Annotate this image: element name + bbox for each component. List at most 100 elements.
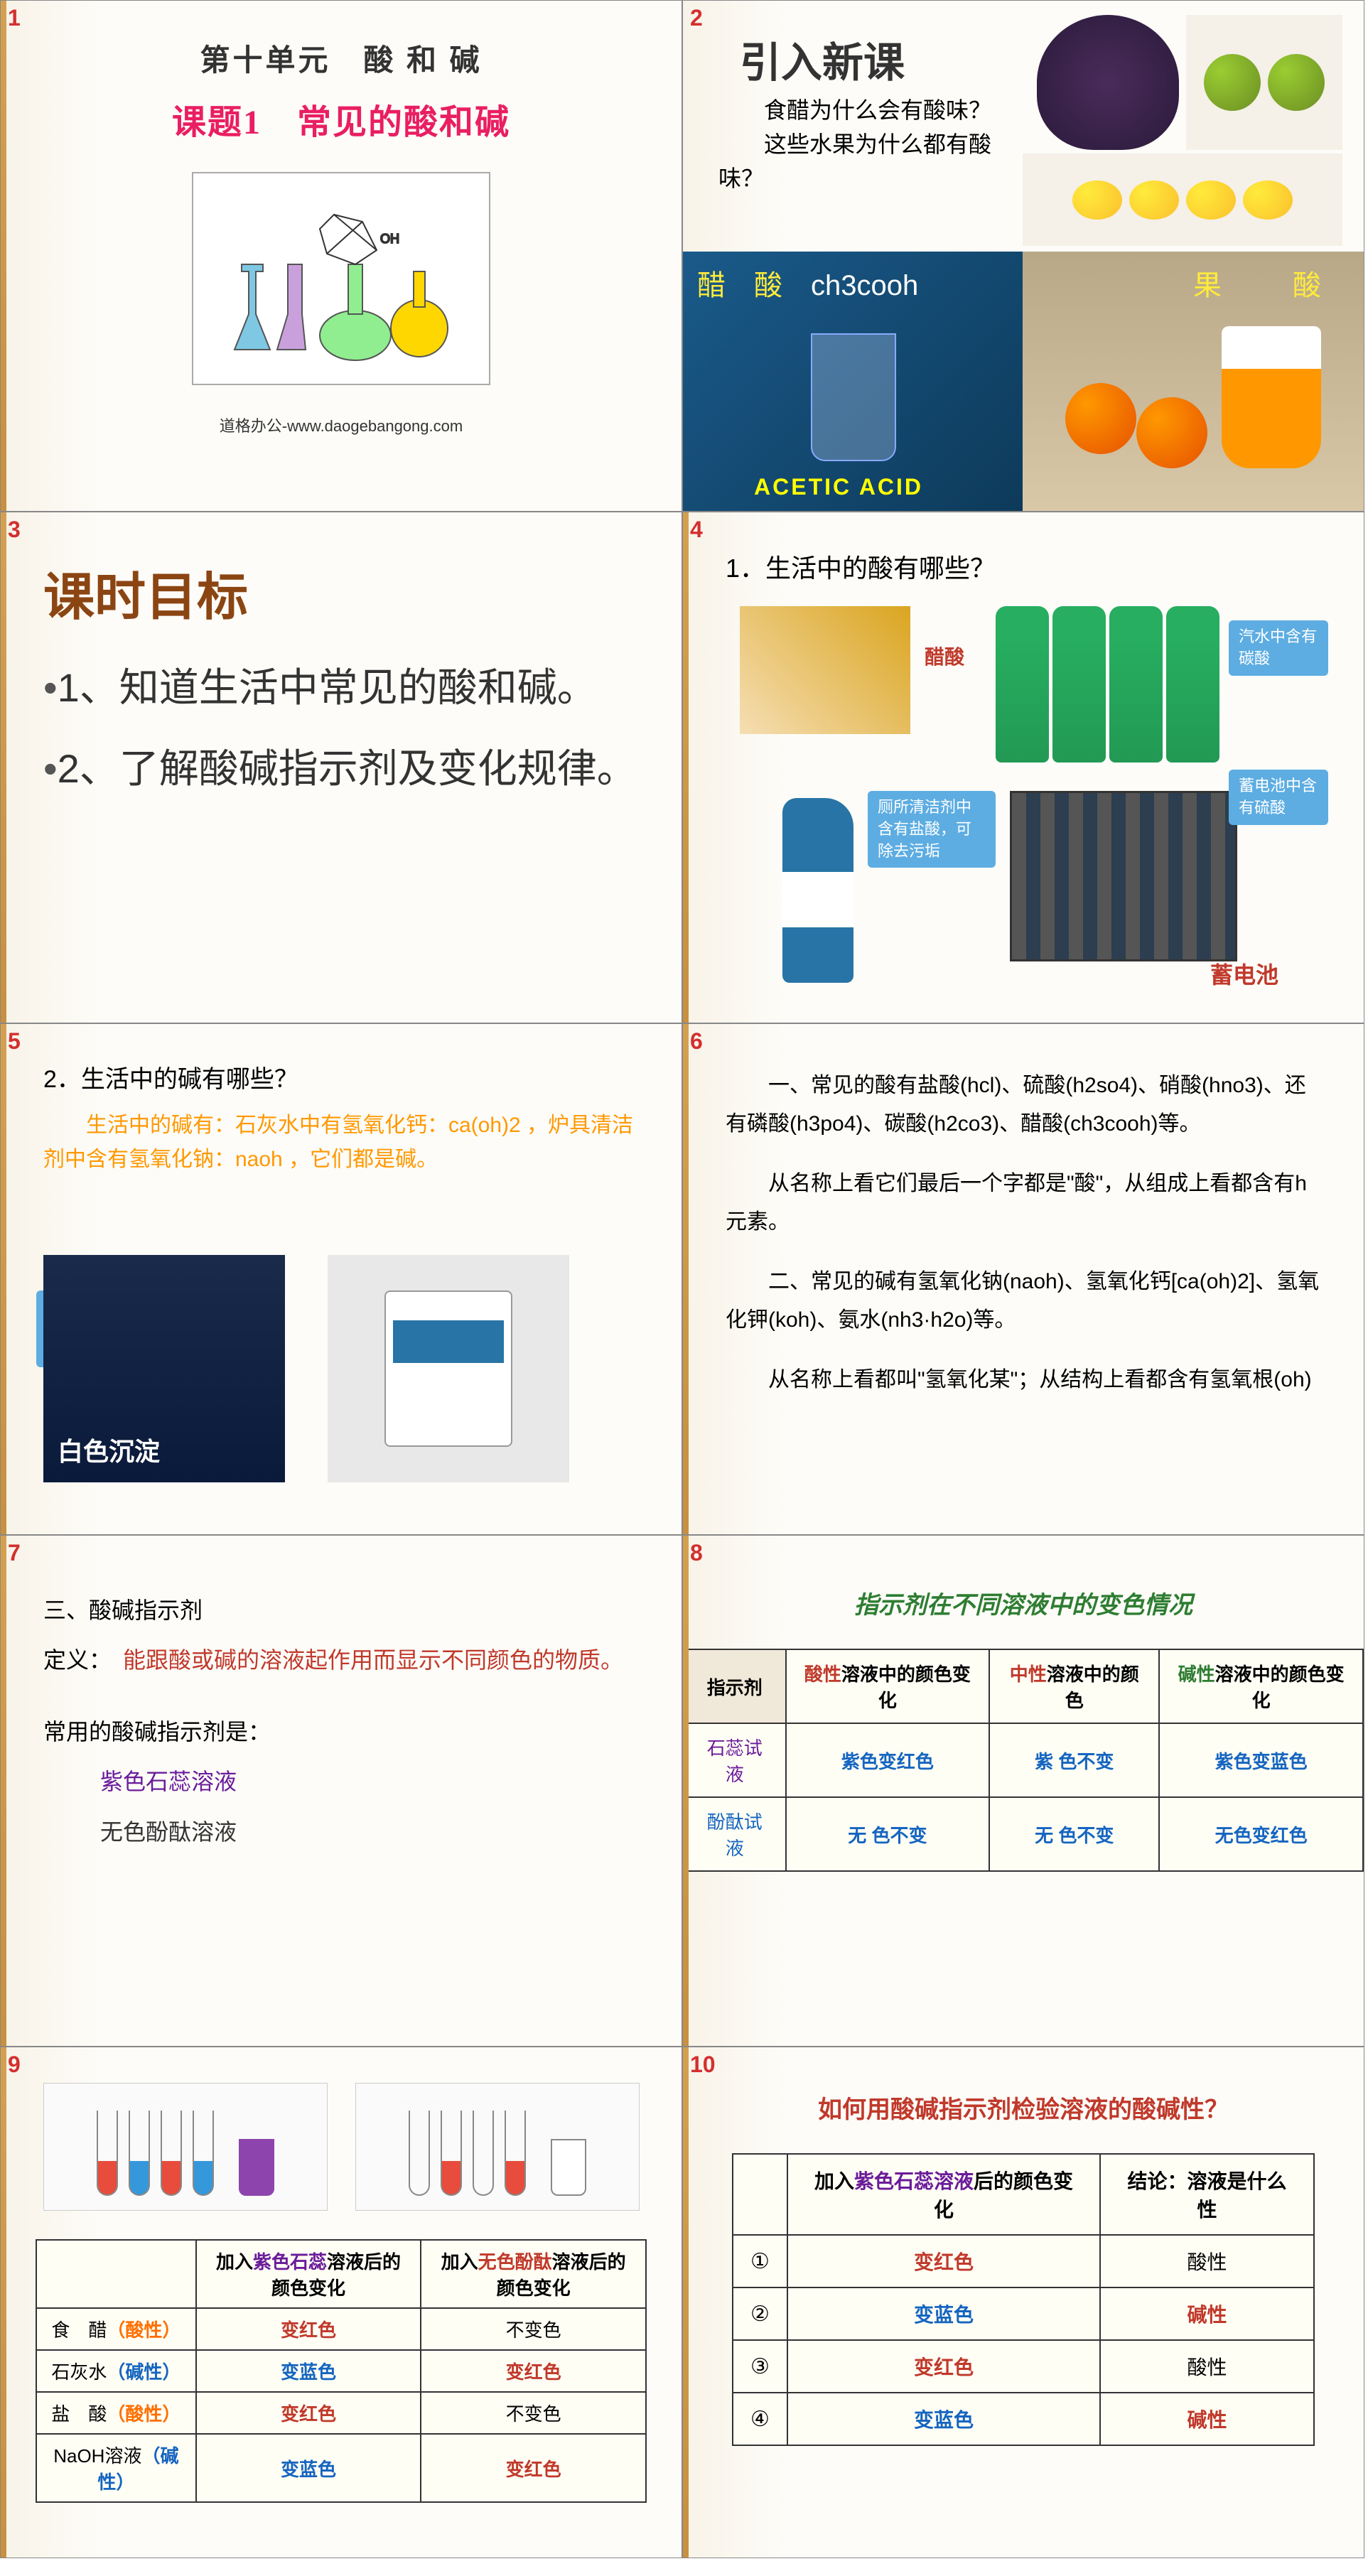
- slide-7: 7 三、酸碱指示剂 定义： 能跟酸或碱的溶液起作用而显示不同颜色的物质。 常用的…: [0, 1535, 682, 2047]
- slide-number: 8: [690, 1540, 703, 1566]
- acetic-formula: ch3cooh: [811, 270, 918, 301]
- table-row: 石蕊试液 紫色变红色 紫 色不变 紫色变蓝色: [684, 1723, 1363, 1797]
- para-4: 从名称上看都叫"氢氧化某"；从结构上看都含有氢氧根(oh): [726, 1361, 1321, 1399]
- orange-icon: [1136, 397, 1207, 468]
- results-table: 加入紫色石蕊溶液后的颜色变化 加入无色酚酞溶液后的颜色变化 食 醋（酸性）变红色…: [36, 2239, 647, 2503]
- topic-title: 课题1 常见的酸和碱: [1, 94, 682, 144]
- table-row: 酚酞试液 无 色不变 无 色不变 无色变红色: [684, 1797, 1363, 1871]
- vinegar-image: [740, 606, 910, 734]
- slide-number: 6: [690, 1028, 703, 1055]
- slide-number: 10: [690, 2052, 716, 2078]
- question-acids: 1．生活中的酸有哪些？: [726, 548, 1364, 585]
- footer-credit: 道格办公-www.daogebangong.com: [1, 414, 682, 436]
- slide-6: 6 一、常见的酸有盐酸(hcl)、硫酸(h2so4)、硝酸(hno3)、还有磷酸…: [682, 1023, 1364, 1535]
- sidebar-decor: [1, 2047, 6, 2558]
- question-bases: 2．生活中的碱有哪些？: [43, 1060, 682, 1094]
- col-indicator: 指示剂: [684, 1649, 786, 1723]
- table-header-row: 加入紫色石蕊溶液后的颜色变化 加入无色酚酞溶液后的颜色变化: [36, 2240, 646, 2308]
- col-conclusion: 结论：溶液是什么性: [1100, 2154, 1314, 2235]
- slide-number: 9: [8, 2052, 21, 2078]
- def-label: 定义：: [43, 1647, 100, 1673]
- tubes-left: [43, 2083, 328, 2211]
- beaker-icon: [811, 333, 896, 461]
- battery-label: 蓄电池: [1210, 957, 1278, 990]
- objectives-title: 课时目标: [43, 555, 682, 630]
- slide-8: 8 指示剂在不同溶液中的变色情况 指示剂 酸性溶液中的颜色变化 中性溶液中的颜色…: [682, 1535, 1364, 2047]
- summary-text: 一、常见的酸有盐酸(hcl)、硫酸(h2so4)、硝酸(hno3)、还有磷酸(h…: [726, 1067, 1321, 1399]
- indicator-table: 指示剂 酸性溶液中的颜色变化 中性溶液中的颜色 碱性溶液中的颜色变化 石蕊试液 …: [683, 1649, 1364, 1872]
- stove-cleaner-image: [328, 1255, 569, 1482]
- col-neutral: 中性溶液中的颜色: [989, 1649, 1159, 1723]
- table-row: 食 醋（酸性）变红色不变色: [36, 2308, 646, 2350]
- slide-number: 1: [8, 5, 21, 31]
- table-header-row: 指示剂 酸性溶液中的颜色变化 中性溶液中的颜色 碱性溶液中的颜色变化: [684, 1649, 1363, 1723]
- table-row: ①变红色酸性: [733, 2235, 1314, 2287]
- slide-9: 9 加入紫色石蕊溶液后的颜色变化 加入无色酚酞溶液后的颜色变化 食 醋（酸性）变…: [0, 2047, 682, 2558]
- objective-2: •2、了解酸碱指示剂及变化规律。: [43, 739, 639, 799]
- slide-1: 1 第十单元 酸 和 碱 课题1 常见的酸和碱 OH 道格办公-www.daog…: [0, 0, 682, 512]
- slide-number: 3: [8, 517, 21, 543]
- jug-icon: [384, 1290, 512, 1447]
- vinegar-label: 醋酸: [925, 642, 964, 670]
- intro-title: 引入新课: [740, 29, 905, 89]
- slide-number: 5: [8, 1028, 21, 1055]
- sidebar-decor: [1, 1, 6, 511]
- col-color: 加入紫色石蕊溶液后的颜色变化: [787, 2154, 1100, 2235]
- question-2: 这些水果为什么都有酸味？: [718, 127, 1017, 195]
- table-row: 盐 酸（酸性）变红色不变色: [36, 2392, 646, 2434]
- svg-text:OH: OH: [380, 232, 399, 246]
- bases-text: 生活中的碱有：石灰水中有氢氧化钙：ca(oh)2 ，炉具清洁剂中含有氢氧化钠：n…: [43, 1109, 639, 1177]
- table-header-row: 加入紫色石蕊溶液后的颜色变化 结论：溶液是什么性: [733, 2154, 1314, 2235]
- para-3: 二、常见的碱有氢氧化钠(naoh)、氢氧化钙[ca(oh)2]、氢氧化钾(koh…: [726, 1263, 1321, 1340]
- battery-image: [1010, 791, 1237, 961]
- tubes-right: [355, 2083, 640, 2211]
- slide-4: 4 1．生活中的酸有哪些？ 醋酸 汽水中含有碳酸 厕所清洁剂中含有盐酸，可除去污…: [682, 512, 1364, 1023]
- col-acid: 酸性溶液中的颜色变化: [786, 1649, 990, 1723]
- slide-number: 4: [690, 517, 703, 543]
- common-indicators: 常用的酸碱指示剂是：: [43, 1707, 639, 1757]
- col-phenol: 加入无色酚酞溶液后的颜色变化: [421, 2240, 646, 2308]
- sidebar-decor: [1, 1536, 6, 2046]
- slide-number: 2: [690, 5, 703, 31]
- objective-1: •1、知道生活中常见的酸和碱。: [43, 658, 639, 718]
- table-row: NaOH溶液（碱性）变蓝色变红色: [36, 2434, 646, 2502]
- indicator-section: 三、酸碱指示剂 定义： 能跟酸或碱的溶液起作用而显示不同颜色的物质。 常用的酸碱…: [43, 1585, 639, 1857]
- sidebar-decor: [1, 512, 6, 1023]
- definition: 能跟酸或碱的溶液起作用而显示不同颜色的物质。: [123, 1647, 623, 1673]
- sidebar-decor: [683, 1024, 689, 1534]
- acetic-label: 醋 酸: [697, 270, 782, 301]
- intro-questions: 食醋为什么会有酸味？ 这些水果为什么都有酸味？: [718, 93, 1017, 195]
- slide-10: 10 如何用酸碱指示剂检验溶液的酸碱性？ 加入紫色石蕊溶液后的颜色变化 结论：溶…: [682, 2047, 1364, 2558]
- unit-title: 第十单元 酸 和 碱: [1, 36, 682, 80]
- sidebar-decor: [683, 2047, 689, 2558]
- table-row: 石灰水（碱性）变蓝色变红色: [36, 2350, 646, 2392]
- col-litmus: 加入紫色石蕊溶液后的颜色变化: [196, 2240, 421, 2308]
- apples-image: [1186, 15, 1342, 150]
- acetic-acid-panel: 醋 酸 ch3cooh ACETIC ACID: [683, 252, 1024, 511]
- precipitate-caption: 白色沉淀: [58, 1431, 160, 1468]
- slide-3: 3 课时目标 •1、知道生活中常见的酸和碱。 •2、了解酸碱指示剂及变化规律。: [0, 512, 682, 1023]
- slide-2: 2 引入新课 食醋为什么会有酸味？ 这些水果为什么都有酸味？ 醋 酸 ch3co…: [682, 0, 1364, 512]
- slide-5: 5 2．生活中的碱有哪些？ 生活中的碱有：石灰水中有氢氧化钙：ca(oh)2 ，…: [0, 1023, 682, 1535]
- section-heading: 三、酸碱指示剂: [43, 1585, 639, 1635]
- grapes-image: [1037, 15, 1179, 150]
- orange-icon: [1065, 383, 1136, 454]
- slide-number: 7: [8, 1540, 21, 1566]
- table-row: ④变蓝色碱性: [733, 2393, 1314, 2445]
- soda-bottles: [996, 606, 1223, 770]
- chemistry-image: OH: [192, 172, 490, 385]
- experiment-diagrams: [29, 2083, 653, 2225]
- flask-illustration: OH: [206, 186, 476, 371]
- question-1: 食醋为什么会有酸味？: [718, 93, 1017, 127]
- soda-label: 汽水中含有碳酸: [1229, 620, 1328, 676]
- test-question: 如何用酸碱指示剂检验溶液的酸碱性？: [683, 2090, 1364, 2125]
- limewater-image: 白色沉淀: [43, 1255, 285, 1482]
- test-table: 加入紫色石蕊溶液后的颜色变化 结论：溶液是什么性 ①变红色酸性 ②变蓝色碱性 ③…: [732, 2153, 1315, 2446]
- para-1: 一、常见的酸有盐酸(hcl)、硫酸(h2so4)、硝酸(hno3)、还有磷酸(h…: [726, 1067, 1321, 1143]
- fruit-acid-label: 果 酸: [1023, 252, 1364, 314]
- lemons-image: [1023, 153, 1342, 246]
- col-base: 碱性溶液中的颜色变化: [1159, 1649, 1363, 1723]
- sidebar-decor: [683, 1536, 689, 2046]
- table-row: ②变蓝色碱性: [733, 2287, 1314, 2340]
- color-change-title: 指示剂在不同溶液中的变色情况: [683, 1585, 1364, 1620]
